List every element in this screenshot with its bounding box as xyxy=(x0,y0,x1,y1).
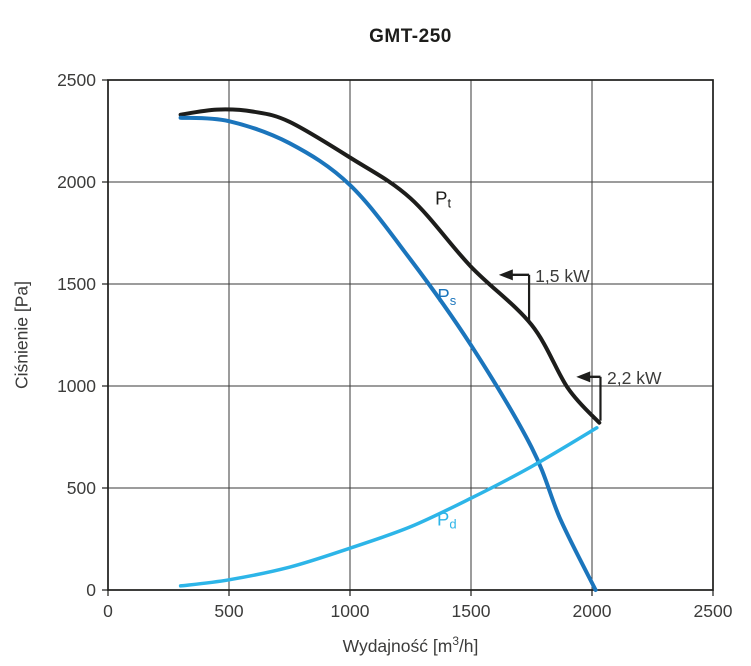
x-axis-label-exponent: 3 xyxy=(452,634,459,649)
x-axis-label-suffix: /h] xyxy=(458,636,479,656)
x-axis-label-prefix: Wydajność [m xyxy=(342,636,453,656)
power-annotation-label: 1,5 kW xyxy=(535,266,590,286)
y-tick-label: 1000 xyxy=(57,376,96,396)
x-tick-label: 500 xyxy=(214,601,243,621)
y-tick-label: 1500 xyxy=(57,274,96,294)
y-tick-label: 2500 xyxy=(57,70,96,90)
x-tick-label: 2000 xyxy=(573,601,612,621)
curve-pt xyxy=(178,107,602,425)
y-tick-label: 0 xyxy=(86,580,96,600)
x-axis-label: Wydajność [m3/h] xyxy=(108,634,713,657)
x-tick-label: 1000 xyxy=(331,601,370,621)
power-annotation-arrowhead xyxy=(498,269,513,281)
curve-ps xyxy=(178,115,598,592)
x-tick-label: 2500 xyxy=(694,601,733,621)
x-tick-label: 1500 xyxy=(452,601,491,621)
power-annotation-arrowhead xyxy=(576,371,591,383)
curve-pd xyxy=(178,426,599,588)
curve-label-pd: Pd xyxy=(437,508,457,531)
y-tick-label: 2000 xyxy=(57,172,96,192)
power-annotation-label: 2,2 kW xyxy=(607,368,662,388)
y-tick-label: 500 xyxy=(67,478,96,498)
curve-label-ps: Ps xyxy=(437,285,456,308)
plot-border xyxy=(107,79,714,591)
curve-label-pt: Pt xyxy=(435,187,451,210)
x-tick-label: 0 xyxy=(103,601,113,621)
chart-title: GMT-250 xyxy=(369,26,452,47)
